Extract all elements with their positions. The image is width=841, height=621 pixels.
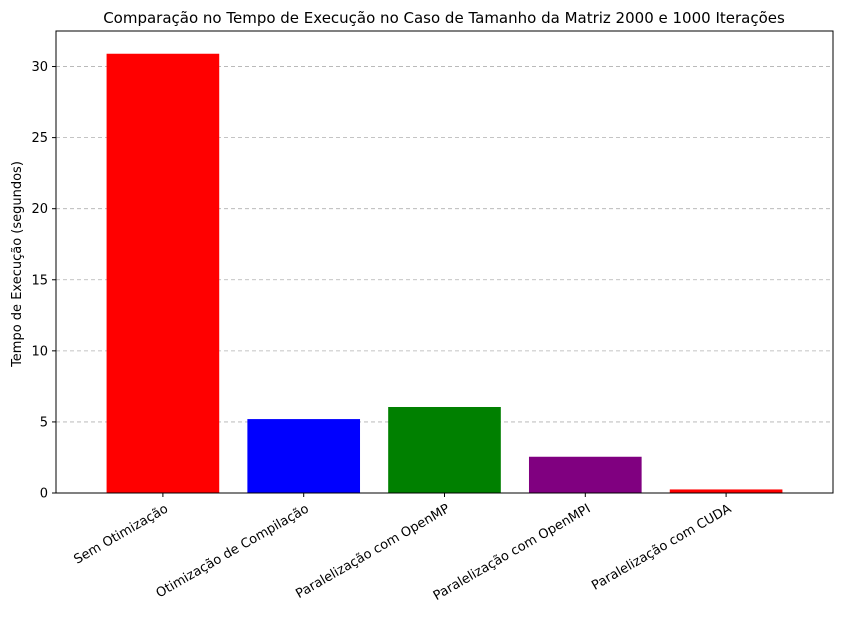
bar [247, 419, 361, 493]
y-tick-label: 25 [31, 131, 48, 146]
bars [106, 53, 783, 493]
chart-title: Comparação no Tempo de Execução no Caso … [103, 9, 785, 27]
x-tick-label: Paralelização com OpenMP [293, 501, 452, 602]
y-tick-label: 0 [40, 487, 48, 502]
x-tick-label: Paralelização com OpenMPI [431, 501, 593, 603]
y-tick-label: 10 [31, 344, 48, 359]
bar [528, 456, 642, 493]
y-axis-ticks: 0 5 10 15 20 25 30 [31, 60, 56, 502]
y-tick-label: 30 [31, 60, 48, 75]
y-tick-label: 15 [31, 273, 48, 288]
bar [388, 406, 501, 493]
x-tick-label: Paralelização com CUDA [589, 501, 734, 593]
x-tick-label: Sem Otimização [71, 501, 170, 567]
plot-frame [55, 30, 834, 494]
bar [669, 489, 783, 493]
y-tick-label: 20 [31, 202, 48, 217]
bar [106, 53, 220, 493]
x-tick-label: Otimização de Compilação [154, 501, 312, 601]
y-axis-label: Tempo de Execução (segundos) [10, 161, 25, 368]
y-tick-label: 5 [40, 415, 48, 430]
